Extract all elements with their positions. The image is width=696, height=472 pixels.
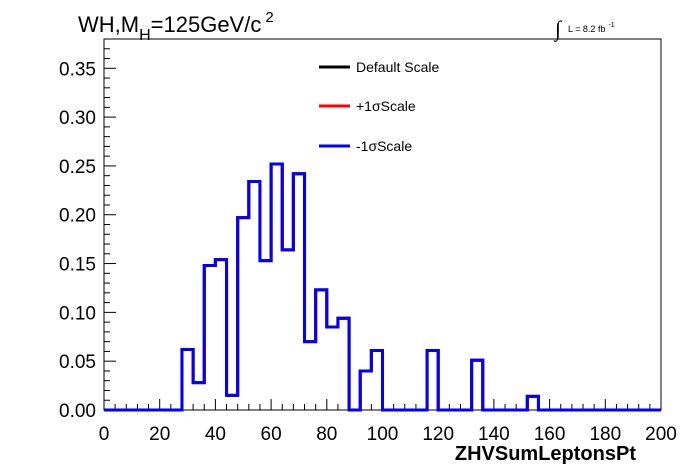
y-tick-label: 0.35: [59, 59, 96, 80]
x-tick-label: 200: [645, 424, 677, 445]
x-tick-label: 80: [316, 424, 337, 445]
lumi-text: L = 8.2 fb: [568, 24, 605, 34]
lumi-label: L = 8.2 fb -1: [568, 22, 615, 34]
x-tick-label: 140: [478, 424, 510, 445]
x-axis-label: ZHVSumLeptonsPt: [455, 443, 636, 465]
y-tick-label: 0.30: [59, 108, 96, 129]
x-tick-label: 20: [149, 424, 170, 445]
title-subscript: H: [139, 27, 151, 44]
lumi-superscript: -1: [608, 22, 614, 29]
legend: Default Scale +1σScale -1σScale: [319, 59, 439, 154]
lumi-integral: ∫: [553, 16, 563, 42]
series-line-2: [104, 162, 661, 412]
y-tick-label: 0.00: [59, 401, 96, 422]
x-tick-label: 180: [589, 424, 621, 445]
x-tick-label: 60: [261, 424, 282, 445]
y-tick-label: 0.25: [59, 157, 96, 178]
x-tick-label: 160: [534, 424, 566, 445]
x-tick-label: 120: [422, 424, 454, 445]
title-main: WH,M: [78, 12, 139, 37]
legend-label-plus1sigma: +1σScale: [356, 98, 416, 114]
axes-group: 0 20 40 60 80 100 120 140 160 180 200 0.00 0.05 0.10 0…: [59, 38, 677, 445]
y-tick-label: 0.10: [59, 303, 96, 324]
x-tick-label: 40: [205, 424, 226, 445]
title-superscript: 2: [265, 9, 273, 26]
y-tick-label: 0.20: [59, 206, 96, 227]
y-tick-label: 0.05: [59, 352, 96, 373]
chart-title: WH,MH=125GeV/c 2: [78, 9, 274, 44]
series-group: [104, 162, 661, 412]
legend-label-default: Default Scale: [356, 59, 439, 75]
x-tick-label: 0: [99, 424, 110, 445]
title-rest: =125GeV/c: [151, 12, 262, 37]
y-tick-label: 0.15: [59, 255, 96, 276]
x-tick-label: 100: [367, 424, 399, 445]
legend-label-minus1sigma: -1σScale: [356, 138, 412, 154]
